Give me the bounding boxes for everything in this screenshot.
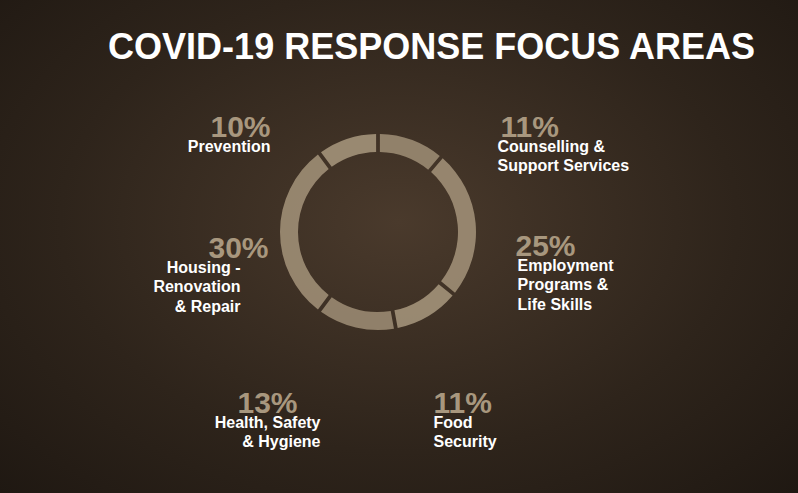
svg-text:EmploymentPrograms &Life Skill: EmploymentPrograms &Life Skills: [518, 257, 615, 312]
svg-text:COVID-19 RESPONSE FOCUS AREAS: COVID-19 RESPONSE FOCUS AREAS: [108, 26, 755, 67]
svg-text:11%: 11%: [500, 109, 559, 143]
svg-text:25%: 25%: [515, 228, 576, 262]
svg-text:Health, Safety& Hygiene: Health, Safety& Hygiene: [215, 414, 321, 450]
svg-text:FoodSecurity: FoodSecurity: [434, 414, 497, 450]
svg-text:Counselling &Support Services: Counselling &Support Services: [498, 138, 630, 174]
svg-text:11%: 11%: [433, 385, 492, 419]
svg-text:Prevention: Prevention: [188, 138, 271, 155]
svg-text:13%: 13%: [237, 385, 298, 419]
svg-text:Housing -Renovation& Repair: Housing -Renovation& Repair: [153, 259, 240, 314]
svg-text:30%: 30%: [208, 230, 269, 264]
svg-text:10%: 10%: [210, 109, 271, 143]
